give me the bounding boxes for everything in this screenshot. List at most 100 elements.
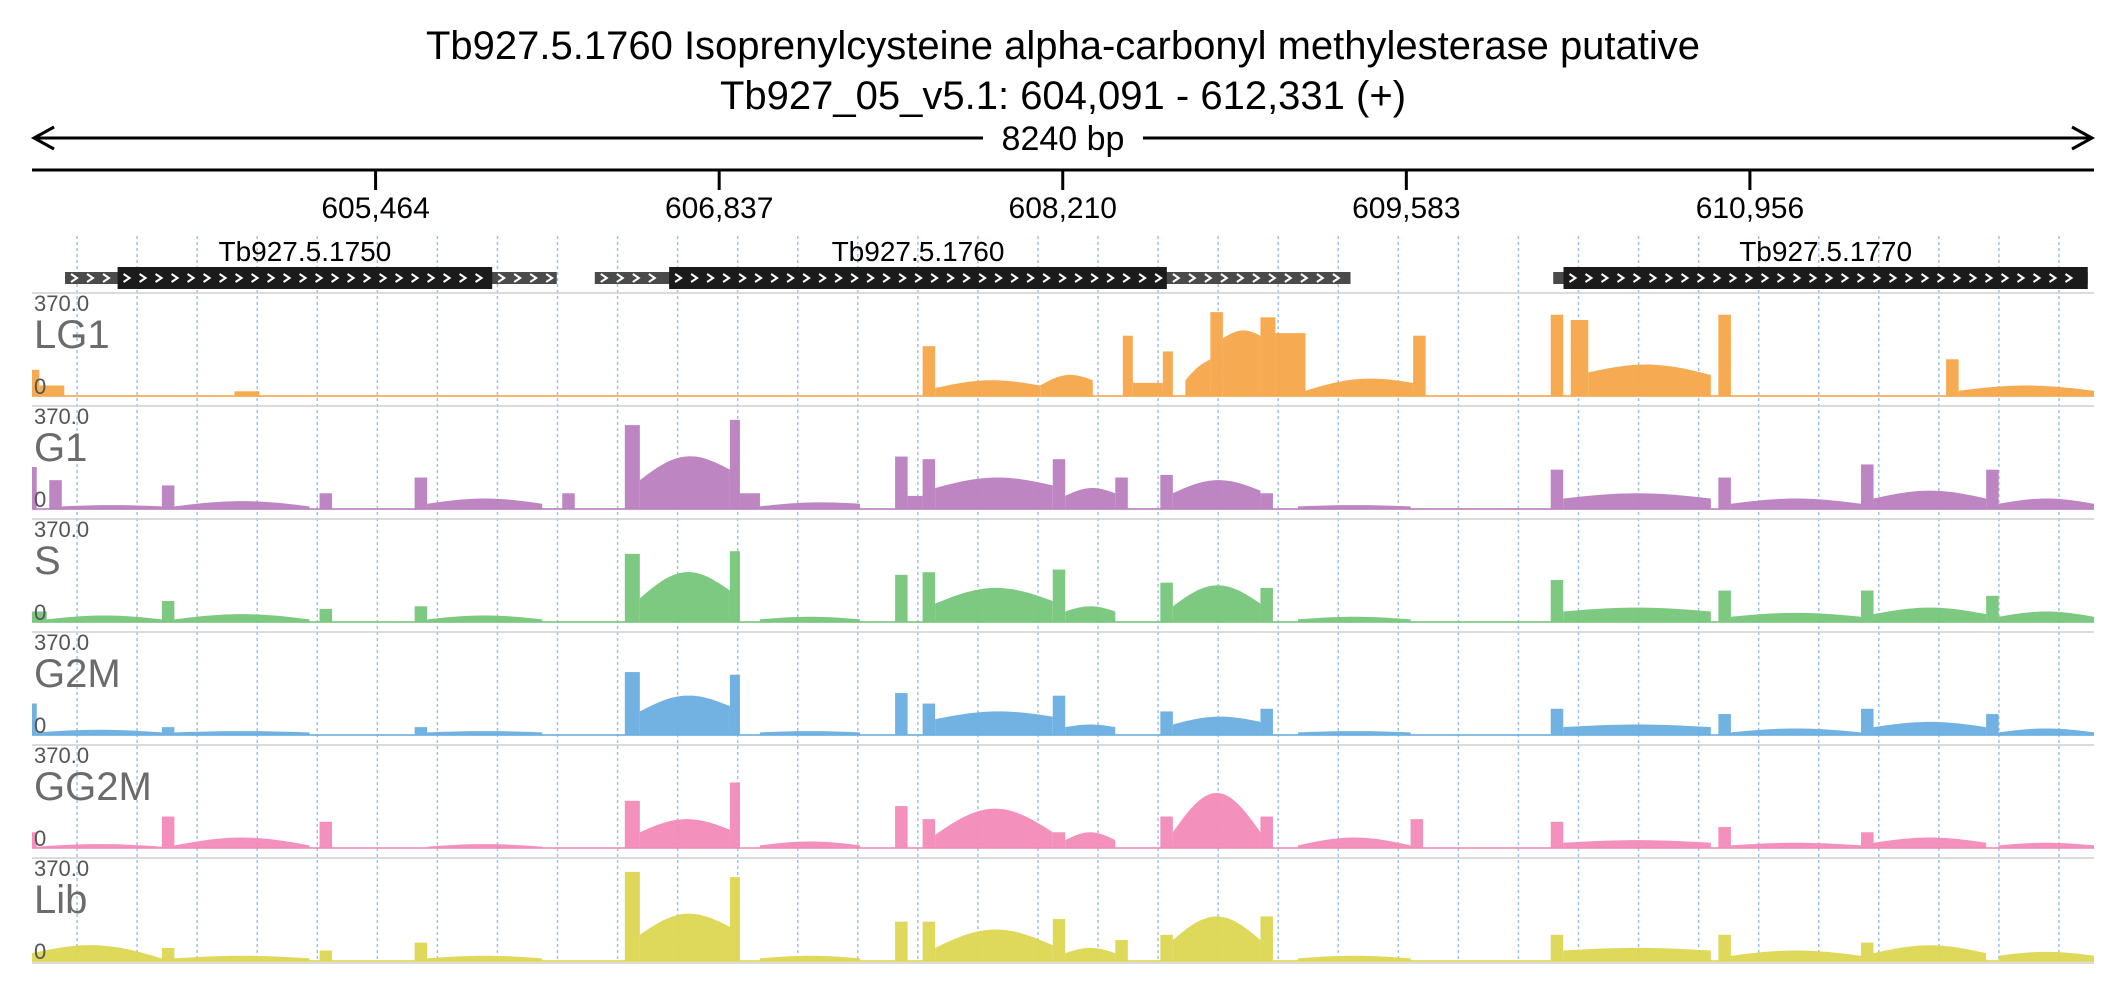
utr-chevron	[1284, 273, 1293, 283]
cds-chevron	[1824, 273, 1834, 283]
coverage-area	[1873, 607, 1987, 622]
span-length-label: 8240 bp	[1002, 120, 1125, 158]
coverage-area	[1297, 505, 1411, 509]
coverage-block	[161, 727, 175, 735]
coverage-block	[729, 551, 740, 622]
gene-label: Tb927.5.1770	[1739, 236, 1912, 267]
coverage-area	[1172, 585, 1261, 622]
cds-chevron	[219, 273, 228, 283]
coverage-block	[1718, 827, 1731, 848]
coverage-block	[624, 425, 640, 509]
utr-chevron	[1268, 273, 1277, 283]
track-ymax-label: 370.0	[34, 404, 89, 429]
cds-chevron	[1696, 273, 1706, 283]
cds-chevron	[1728, 273, 1738, 283]
cds-chevron	[331, 273, 340, 283]
coverage-area	[1873, 721, 1987, 735]
cds-chevron	[315, 273, 324, 283]
coverage-area	[639, 819, 730, 848]
track-name-label: G2M	[34, 652, 121, 696]
coverage-area	[1297, 955, 1411, 961]
coverage-block	[161, 601, 175, 622]
cds-chevron	[722, 273, 731, 283]
coverage-block	[922, 819, 936, 848]
coverage-block	[1260, 816, 1273, 848]
coverage-block	[1550, 469, 1564, 509]
coverage-block	[895, 456, 908, 509]
coverage-area	[1222, 330, 1261, 396]
coverage-block	[1570, 319, 1589, 396]
cds-chevron	[1904, 273, 1914, 283]
coverage-area	[639, 456, 730, 509]
coverage-area	[1730, 498, 1862, 509]
gene-cds	[1563, 267, 2088, 289]
cds-chevron	[1888, 273, 1898, 283]
gene-label: Tb927.5.1750	[218, 236, 391, 267]
coverage-area	[935, 587, 1053, 622]
coverage-area	[935, 808, 1053, 848]
coverage-area	[1065, 487, 1116, 509]
coverage-area	[1998, 611, 2094, 622]
cds-chevron	[155, 273, 164, 283]
coverage-block	[32, 369, 40, 396]
coverage-block	[1861, 832, 1874, 848]
cds-chevron	[1984, 273, 1994, 283]
coverage-area	[61, 505, 162, 509]
coverage-area	[1730, 612, 1862, 622]
cds-chevron	[459, 273, 468, 283]
coverage-block	[1160, 816, 1173, 848]
coverage-area	[935, 929, 1053, 961]
cds-chevron	[1154, 273, 1163, 283]
cds-chevron	[427, 273, 436, 283]
cds-chevron	[1600, 273, 1610, 283]
coverage-area	[759, 841, 861, 848]
cds-chevron	[834, 273, 843, 283]
coverage-block	[1550, 314, 1564, 396]
coverage-area	[174, 501, 310, 509]
utr-chevron	[1236, 273, 1245, 283]
coverage-block	[729, 419, 740, 509]
coverage-area	[1297, 731, 1411, 735]
cds-chevron	[411, 273, 420, 283]
coverage-area	[174, 837, 310, 848]
coverage-block	[1946, 359, 1959, 396]
coverage-block	[1210, 312, 1223, 396]
coverage-block	[1718, 934, 1731, 961]
utr-chevron	[545, 273, 554, 283]
coverage-area	[1172, 480, 1261, 509]
track-ymin-label: 0	[34, 939, 46, 964]
coverage-block	[1260, 916, 1273, 961]
coverage-area	[639, 913, 730, 961]
coverage-block	[1718, 314, 1731, 396]
track-name-label: LG1	[34, 313, 110, 357]
coverage-area	[174, 614, 310, 622]
utr-chevron	[497, 273, 506, 283]
cds-chevron	[706, 273, 715, 283]
figure-subtitle: Tb927_05_v5.1: 604,091 - 612,331 (+)	[719, 74, 1407, 118]
coverage-block	[922, 459, 936, 509]
coverage-block	[32, 832, 37, 848]
cds-chevron	[770, 273, 779, 283]
cds-chevron	[2000, 273, 2010, 283]
coverage-area	[36, 729, 162, 735]
ruler-tick-label: 608,210	[1009, 192, 1117, 225]
coverage-block	[1122, 335, 1133, 396]
coverage-block	[922, 572, 936, 622]
coverage-block	[1160, 582, 1173, 622]
coverage-block	[922, 346, 936, 396]
utr-chevron	[86, 273, 95, 283]
ruler-tick-label: 606,837	[665, 192, 773, 225]
cds-chevron	[1632, 273, 1642, 283]
cds-chevron	[1138, 273, 1147, 283]
track-ymin-label: 0	[34, 600, 46, 625]
coverage-area	[935, 380, 1041, 396]
coverage-block	[1550, 934, 1564, 961]
utr-chevron	[1220, 273, 1229, 283]
utr-chevron	[1300, 273, 1309, 283]
coverage-block	[161, 816, 175, 848]
coverage-block	[739, 493, 760, 509]
cds-chevron	[1664, 273, 1674, 283]
coverage-area	[1065, 606, 1116, 622]
cds-chevron	[1840, 273, 1850, 283]
coverage-block	[895, 921, 908, 961]
